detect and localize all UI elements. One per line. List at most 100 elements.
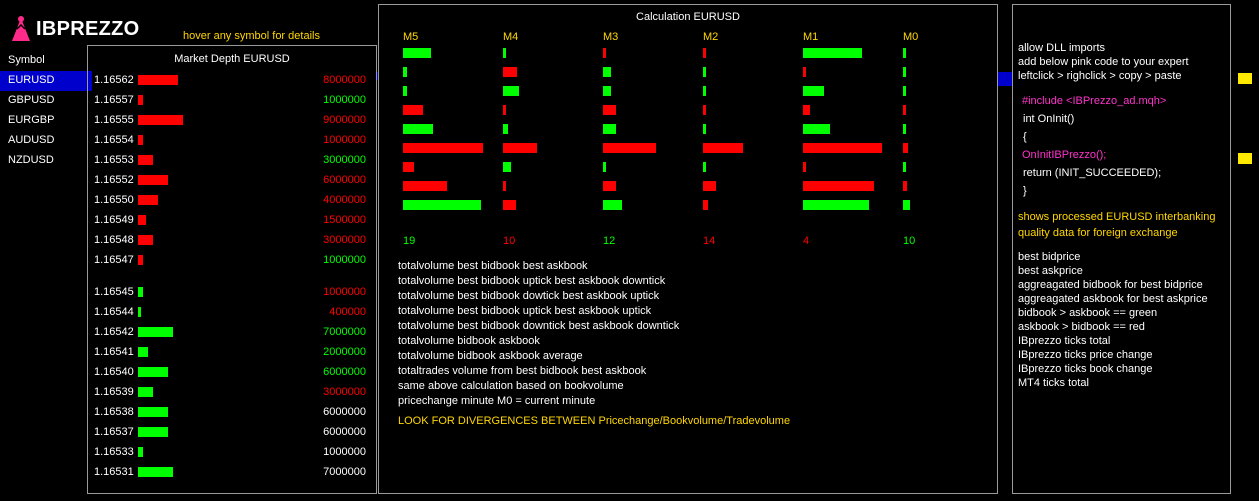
calculation-title: Calculation EURUSD bbox=[636, 11, 740, 23]
calc-bar-m3 bbox=[603, 143, 656, 153]
spacer bbox=[1018, 241, 1230, 250]
depth-row: 1.16547 1000000 bbox=[94, 253, 368, 267]
column-total-m4: 10 bbox=[503, 235, 516, 247]
spacer bbox=[1018, 200, 1230, 209]
code-line[interactable]: OnInitIBPrezzo(); bbox=[1022, 149, 1107, 161]
depth-volume: 400000 bbox=[329, 306, 366, 318]
column-label-m4: M4 bbox=[503, 31, 519, 43]
calc-bar-m1 bbox=[803, 162, 806, 172]
calc-bar-m5 bbox=[403, 48, 431, 58]
calc-bar-m5 bbox=[403, 200, 481, 210]
depth-volume-bar bbox=[138, 115, 183, 125]
code-line[interactable]: #include <IBPrezzo_ad.mqh> bbox=[1022, 95, 1167, 107]
legend-line: totalvolume bidbook askbook bbox=[398, 335, 540, 347]
calc-bar-m0 bbox=[903, 143, 908, 153]
calc-bar-m4 bbox=[503, 181, 506, 191]
code-line[interactable]: } bbox=[1023, 185, 1027, 197]
description-line: aggreagated bidbook for best bidprice bbox=[1018, 279, 1203, 291]
calc-bar-m3 bbox=[603, 67, 611, 77]
depth-volume: 1000000 bbox=[323, 94, 366, 106]
depth-volume-bar bbox=[138, 287, 143, 297]
depth-volume: 9000000 bbox=[323, 114, 366, 126]
calc-bar-m1 bbox=[803, 124, 830, 134]
depth-row: 1.16554 1000000 bbox=[94, 133, 368, 147]
column-total-m2: 14 bbox=[703, 235, 716, 247]
column-total-m5: 19 bbox=[403, 235, 416, 247]
code-line[interactable]: int OnInit() bbox=[1023, 113, 1075, 125]
description-line: askbook > bidbook == red bbox=[1018, 321, 1145, 333]
symbol-header: Symbol bbox=[8, 54, 45, 66]
symbol-list: EURUSD GBPUSD EURGBP AUDUSD NZDUSD bbox=[0, 71, 92, 171]
depth-price: 1.16552 bbox=[94, 174, 134, 186]
calc-bar-m4 bbox=[503, 48, 506, 58]
calc-bar-m0 bbox=[903, 86, 906, 96]
calc-bar-m1 bbox=[803, 143, 882, 153]
depth-volume-bar bbox=[138, 135, 143, 145]
calc-bar-m4 bbox=[503, 124, 508, 134]
depth-price: 1.16544 bbox=[94, 306, 134, 318]
calc-bar-m4 bbox=[503, 67, 517, 77]
depth-volume: 7000000 bbox=[323, 466, 366, 478]
calc-bar-m5 bbox=[403, 67, 407, 77]
calc-bar-m2 bbox=[703, 143, 743, 153]
description-line: IBprezzo ticks price change bbox=[1018, 349, 1153, 361]
calc-bar-m2 bbox=[703, 124, 706, 134]
calc-bar-m2 bbox=[703, 162, 706, 172]
column-label-m0: M0 bbox=[903, 31, 919, 43]
legend-line: pricechange minute M0 = current minute bbox=[398, 395, 596, 407]
yellow-indicator-1 bbox=[1238, 73, 1252, 84]
calc-bar-m2 bbox=[703, 181, 716, 191]
depth-price: 1.16542 bbox=[94, 326, 134, 338]
column-total-m1: 4 bbox=[803, 235, 810, 247]
depth-row: 1.16538 6000000 bbox=[94, 405, 368, 419]
column-total-m0: 10 bbox=[903, 235, 916, 247]
depth-volume: 1000000 bbox=[323, 446, 366, 458]
depth-row: 1.16544 400000 bbox=[94, 305, 368, 319]
depth-price: 1.16540 bbox=[94, 366, 134, 378]
symbol-item-audusd[interactable]: AUDUSD bbox=[8, 134, 55, 146]
calc-bar-m5 bbox=[403, 86, 407, 96]
calc-bar-m4 bbox=[503, 105, 506, 115]
code-line[interactable]: { bbox=[1023, 131, 1027, 143]
code-line[interactable]: return (INIT_SUCCEEDED); bbox=[1023, 167, 1162, 179]
description-line: bidbook > askbook == green bbox=[1018, 307, 1158, 319]
depth-volume-bar bbox=[138, 75, 178, 85]
calc-bar-m0 bbox=[903, 67, 906, 77]
depth-volume-bar bbox=[138, 347, 148, 357]
depth-volume: 6000000 bbox=[323, 174, 366, 186]
column-label-m3: M3 bbox=[603, 31, 619, 43]
calc-bar-m4 bbox=[503, 143, 537, 153]
calc-bar-m1 bbox=[803, 105, 810, 115]
depth-row: 1.16541 2000000 bbox=[94, 345, 368, 359]
depth-volume: 1500000 bbox=[323, 214, 366, 226]
depth-row: 1.16557 1000000 bbox=[94, 93, 368, 107]
calc-bar-m4 bbox=[503, 162, 511, 172]
depth-row: 1.16548 3000000 bbox=[94, 233, 368, 247]
column-total-m3: 12 bbox=[603, 235, 616, 247]
symbol-item-eurgbp[interactable]: EURGBP bbox=[8, 114, 55, 126]
calc-bar-m0 bbox=[903, 162, 906, 172]
depth-price: 1.16537 bbox=[94, 426, 134, 438]
legend-line: totalvolume best bidbook uptick best ask… bbox=[398, 275, 666, 287]
legend-line: totalvolume best bidbook downtick best a… bbox=[398, 320, 680, 332]
divergence-warning: LOOK FOR DIVERGENCES BETWEEN Pricechange… bbox=[398, 415, 791, 427]
calc-bar-m3 bbox=[603, 124, 616, 134]
calc-bar-m2 bbox=[703, 86, 706, 96]
ibprezzo-logo-icon bbox=[12, 16, 30, 41]
depth-volume-bar bbox=[138, 447, 143, 457]
intro-line: add below pink code to your expert bbox=[1018, 56, 1189, 68]
depth-volume-bar bbox=[138, 95, 143, 105]
depth-row: 1.16553 3000000 bbox=[94, 153, 368, 167]
description-line: IBprezzo ticks total bbox=[1018, 335, 1111, 347]
calc-bar-m3 bbox=[603, 200, 622, 210]
depth-volume: 2000000 bbox=[323, 346, 366, 358]
calc-bar-m5 bbox=[403, 124, 433, 134]
depth-volume-bar bbox=[138, 215, 146, 225]
depth-row: 1.16533 1000000 bbox=[94, 445, 368, 459]
depth-price: 1.16538 bbox=[94, 406, 134, 418]
depth-volume-bar bbox=[138, 235, 153, 245]
symbol-item-eurusd[interactable]: EURUSD bbox=[0, 71, 92, 91]
depth-volume-bar bbox=[138, 195, 158, 205]
symbol-item-nzdusd[interactable]: NZDUSD bbox=[8, 154, 54, 166]
symbol-item-gbpusd[interactable]: GBPUSD bbox=[8, 94, 55, 106]
